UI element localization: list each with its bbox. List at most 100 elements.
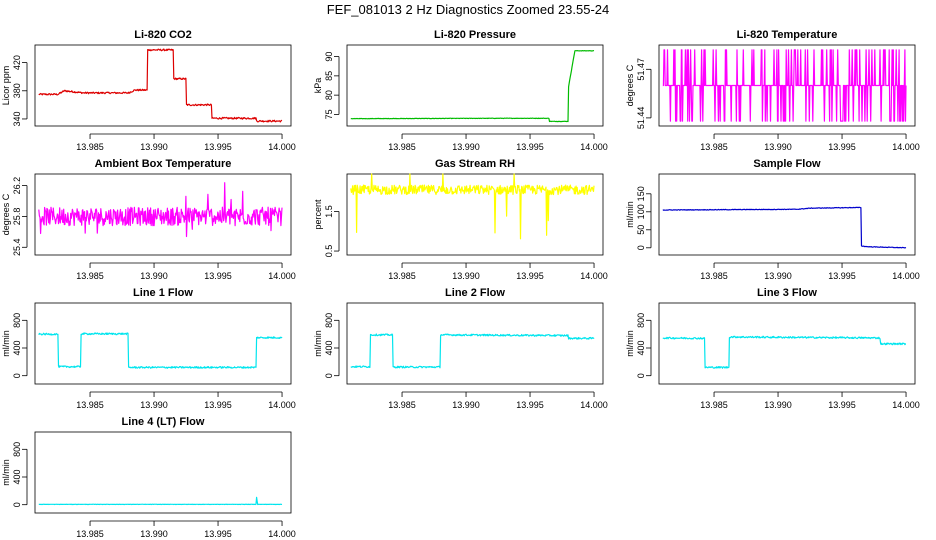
x-tick-label: 14.000 [892,142,920,152]
y-tick-label: 400 [12,340,22,355]
plot-frame [658,44,916,127]
chart-title: Ambient Box Temperature [95,158,232,170]
x-tick-label: 13.995 [204,400,232,410]
chart-panel-5: Gas Stream RH percent 13.985 13.990 13.995 14… [313,158,608,281]
y-axis-label: degrees C [1,193,11,235]
y-axis-label: ml/min [625,201,635,228]
x-tick-label: 13.990 [452,400,480,410]
x-tick-label: 13.985 [700,142,728,152]
y-tick-label: 150 [636,186,646,201]
x-tick-label: 13.995 [204,142,232,152]
x-tick-label: 14.000 [268,142,296,152]
x-tick-label: 13.995 [204,529,232,539]
series-line [38,496,283,506]
y-tick-label: 80 [324,90,334,100]
chart-title: Sample Flow [753,158,821,170]
y-tick-label: 0 [636,245,646,250]
x-tick-label: 14.000 [268,271,296,281]
chart-panel-4: Ambient Box Temperature degrees C 13.985 13… [1,158,296,281]
y-axis-label: degrees C [625,64,635,106]
series-line [662,49,907,122]
y-axis-label: ml/min [1,330,11,357]
chart-title: Line 1 Flow [133,287,193,299]
x-tick-label: 14.000 [892,400,920,410]
chart-title: Gas Stream RH [435,158,515,170]
y-tick-label: 51.44 [636,107,646,130]
series-line [662,206,907,249]
x-tick-label: 14.000 [268,400,296,410]
chart-panel-8: Line 2 Flow ml/min 13.985 13.990 13.995 14.00… [313,287,608,410]
y-axis-label: kPa [313,78,323,94]
y-tick-label: 380 [12,83,22,98]
x-tick-label: 13.985 [388,142,416,152]
x-tick-label: 13.995 [204,271,232,281]
x-tick-label: 13.990 [452,142,480,152]
y-axis-label: ml/min [625,330,635,357]
x-tick-label: 14.000 [268,529,296,539]
y-tick-label: 420 [12,55,22,70]
y-tick-label: 340 [12,111,22,126]
series-line [350,50,595,123]
chart-panel-1: Li-820 CO2 Licor ppm 13.985 13.990 13.995 14.… [1,29,296,152]
series-line [38,332,283,369]
chart-panel-2: Li-820 Pressure kPa 13.985 13.990 13.995 14.0… [313,29,608,152]
x-tick-label: 13.985 [388,271,416,281]
x-tick-label: 14.000 [580,271,608,281]
x-tick-label: 13.995 [516,271,544,281]
chart-panel-6: Sample Flow ml/min 13.985 13.990 13.995 14.00… [625,158,920,281]
series-line [350,173,595,240]
plot-frame [346,302,604,385]
y-axis-label: ml/min [1,459,11,486]
y-axis-label: percent [313,199,323,230]
x-tick-label: 13.985 [76,271,104,281]
x-tick-label: 13.990 [140,142,168,152]
y-tick-label: 0.5 [324,245,334,258]
y-tick-label: 26.2 [12,177,22,195]
x-tick-label: 13.990 [764,142,792,152]
x-tick-label: 13.995 [828,271,856,281]
y-tick-label: 51.47 [636,58,646,81]
x-tick-label: 14.000 [892,271,920,281]
x-tick-label: 13.990 [452,271,480,281]
y-tick-label: 800 [324,313,334,328]
y-tick-label: 400 [636,340,646,355]
x-tick-label: 13.990 [764,271,792,281]
chart-panel-10: Line 4 (LT) Flow ml/min 13.985 13.990 13.995… [1,416,296,539]
chart-panel-3: Li-820 Temperature degrees C 13.985 13.990 1… [625,29,920,152]
x-tick-label: 13.985 [76,529,104,539]
series-line [350,333,595,369]
y-tick-label: 0 [324,373,334,378]
chart-title: Line 4 (LT) Flow [122,416,205,428]
y-axis-label: Licor ppm [1,66,11,106]
plot-frame [34,431,292,514]
x-tick-label: 13.995 [516,142,544,152]
x-tick-label: 13.995 [516,400,544,410]
chart-title: Li-820 Pressure [434,29,516,41]
chart-panel-9: Line 3 Flow ml/min 13.985 13.990 13.995 14.00… [625,287,920,410]
y-tick-label: 85 [324,71,334,81]
y-tick-label: 800 [12,442,22,457]
page-title: FEF_081013 2 Hz Diagnostics Zoomed 23.55… [326,2,610,17]
x-tick-label: 13.995 [828,142,856,152]
plot-frame [346,173,604,256]
chart-title: Li-820 CO2 [134,29,191,41]
y-axis-label: ml/min [313,330,323,357]
x-tick-label: 14.000 [580,400,608,410]
series-line [38,182,283,238]
x-tick-label: 13.995 [828,400,856,410]
plot-frame [34,302,292,385]
plot-frame [346,44,604,127]
y-tick-label: 400 [324,340,334,355]
y-tick-label: 400 [12,469,22,484]
y-tick-label: 1.5 [324,205,334,218]
y-tick-label: 100 [636,204,646,219]
x-tick-label: 13.990 [140,400,168,410]
chart-title: Li-820 Temperature [737,29,838,41]
x-tick-label: 13.985 [388,400,416,410]
y-tick-label: 0 [12,502,22,507]
plot-frame [658,302,916,385]
x-tick-label: 14.000 [580,142,608,152]
plot-frame [34,44,292,127]
chart-panel-7: Line 1 Flow ml/min 13.985 13.990 13.995 14.00… [1,287,296,410]
